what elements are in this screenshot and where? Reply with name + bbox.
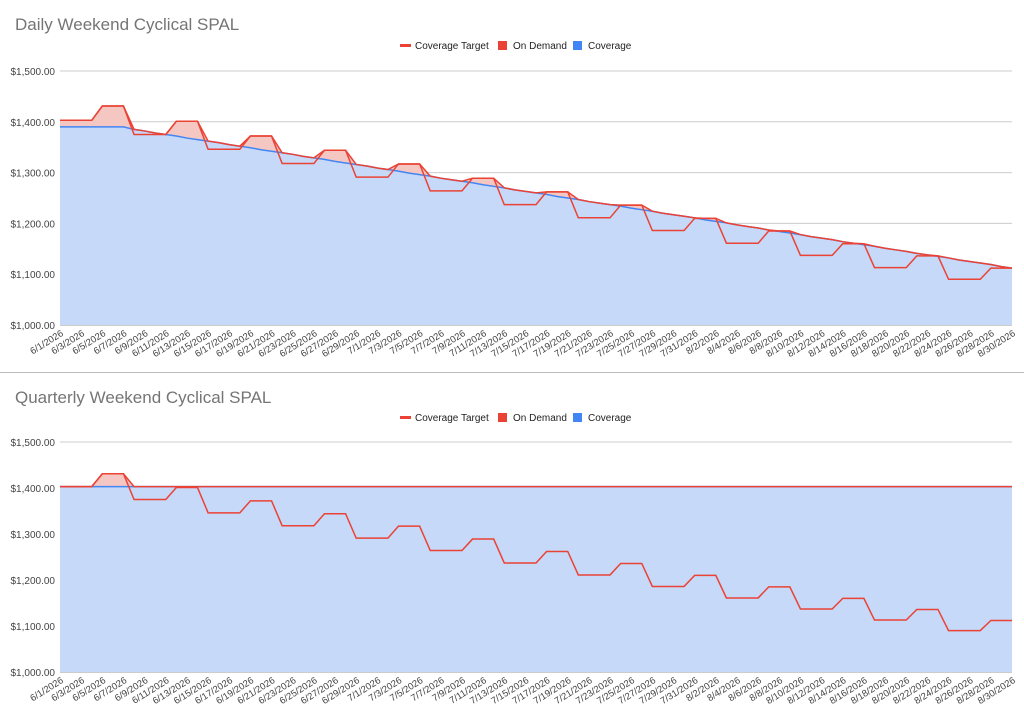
y-tick-label: $1,400.00 [11,118,56,129]
chart-title: Quarterly Weekend Cyclical SPAL [15,388,271,407]
y-tick-label: $1,200.00 [11,219,56,230]
y-tick-label: $1,100.00 [11,622,56,633]
y-tick-label: $1,200.00 [11,576,56,587]
y-tick-label: $1,300.00 [11,530,56,541]
legend-label: Coverage Target [415,41,489,52]
legend-label: Coverage Target [415,413,489,424]
legend-swatch-icon [573,41,582,50]
coverage-area [60,486,1012,672]
y-tick-label: $1,400.00 [11,484,56,495]
y-tick-label: $1,000.00 [11,668,56,679]
on-demand-area [60,473,1012,487]
chart-divider [0,372,1024,373]
y-tick-label: $1,300.00 [11,169,56,180]
coverage-target-line [60,472,1012,632]
legend-line-icon [400,44,411,47]
y-tick-label: $1,500.00 [11,438,56,449]
legend-line-icon [400,416,411,419]
chart-title: Daily Weekend Cyclical SPAL [15,15,239,34]
on-demand-line [60,472,1012,488]
y-tick-label: $1,500.00 [11,67,56,78]
coverage-area [60,126,1012,325]
y-tick-label: $1,100.00 [11,270,56,281]
quarterly-chart: Quarterly Weekend Cyclical SPAL Coverage … [11,388,1018,707]
legend-label: On Demand [513,41,567,52]
legend-label: On Demand [513,413,567,424]
legend-swatch-icon [498,413,507,422]
daily-chart: Daily Weekend Cyclical SPAL Coverage Targ… [11,15,1018,360]
coverage-target-line [60,105,1012,281]
legend-label: Coverage [588,41,632,52]
legend-swatch-icon [498,41,507,50]
legend-swatch-icon [573,413,582,422]
legend-label: Coverage [588,413,632,424]
y-tick-label: $1,000.00 [11,321,56,332]
